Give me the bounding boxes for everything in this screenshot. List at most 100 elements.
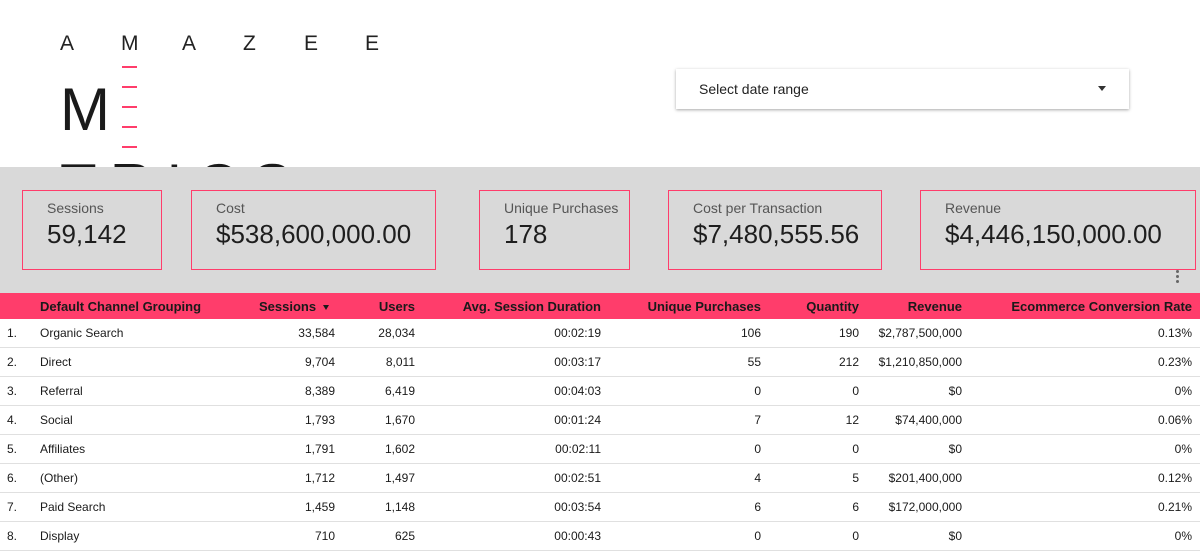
kpi-label: Sessions	[47, 200, 104, 216]
cell-sessions: 1,793	[304, 413, 335, 427]
kpi-value: 59,142	[47, 219, 127, 249]
table-body: 1. Organic Search 33,584 28,034 00:02:19 106 1…	[0, 319, 1200, 551]
table-row: 7. Paid Search 1,459 1,148 00:03:54 6 6 $172,00…	[0, 493, 1200, 522]
row-index: 7.	[7, 500, 18, 514]
cell-quantity: 5	[852, 471, 859, 485]
cell-sessions: 1,712	[304, 471, 335, 485]
kpi-value: 178	[504, 219, 548, 249]
cell-quantity: 12	[845, 413, 859, 427]
cell-unique-purchases: 55	[747, 355, 761, 369]
cell-quantity: 190	[838, 326, 859, 340]
more-options-icon[interactable]	[1174, 270, 1180, 286]
cell-sessions: 1,459	[304, 500, 335, 514]
table-row: 5. Affiliates 1,791 1,602 00:02:11 0 0 $0 0%	[0, 435, 1200, 464]
table-row: 6. (Other) 1,712 1,497 00:02:51 4 5 $201,400,00…	[0, 464, 1200, 493]
kpi-revenue: Revenue $4,446,150,000.00	[920, 190, 1196, 270]
date-range-select[interactable]: Select date range	[676, 69, 1129, 109]
cell-users: 1,497	[384, 471, 415, 485]
cell-avg-session-duration: 00:03:54	[554, 500, 601, 514]
cell-avg-session-duration: 00:02:19	[554, 326, 601, 340]
cell-channel: Social	[40, 413, 73, 427]
cell-avg-session-duration: 00:02:51	[554, 471, 601, 485]
cell-channel: (Other)	[40, 471, 79, 485]
cell-ecommerce-conversion-rate: 0.21%	[1157, 500, 1192, 514]
cell-quantity: 0	[852, 529, 859, 543]
header: A M A Z E E MTRICS Select date range	[0, 0, 1200, 219]
cell-channel: Affiliates	[40, 442, 86, 456]
cell-avg-session-duration: 00:04:03	[554, 384, 601, 398]
table-row: 3. Referral 8,389 6,419 00:04:03 0 0 $0 0%	[0, 377, 1200, 406]
header-sessions[interactable]: Sessions	[259, 299, 330, 314]
cell-ecommerce-conversion-rate: 0.12%	[1157, 471, 1192, 485]
amazee-metrics-logo: A M A Z E E MTRICS	[60, 30, 400, 219]
header-users[interactable]: Users	[378, 299, 415, 314]
header-unique-purchases[interactable]: Unique Purchases	[647, 299, 761, 314]
table-row: 1. Organic Search 33,584 28,034 00:02:19 106 1…	[0, 319, 1200, 348]
cell-unique-purchases: 0	[754, 442, 761, 456]
cell-unique-purchases: 106	[740, 326, 761, 340]
table-header: Default Channel Grouping Sessions Users …	[0, 293, 1200, 319]
cell-ecommerce-conversion-rate: 0.06%	[1157, 413, 1192, 427]
cell-avg-session-duration: 00:03:17	[554, 355, 601, 369]
cell-users: 6,419	[384, 384, 415, 398]
row-index: 2.	[7, 355, 18, 369]
cell-revenue: $0	[948, 384, 962, 398]
row-index: 3.	[7, 384, 18, 398]
cell-quantity: 0	[852, 442, 859, 456]
cell-revenue: $2,787,500,000	[878, 326, 962, 340]
caret-down-icon	[1098, 86, 1106, 91]
kpi-sessions: Sessions 59,142	[22, 190, 162, 270]
cell-users: 8,011	[385, 355, 415, 369]
cell-channel: Display	[40, 529, 80, 543]
cell-revenue: $1,210,850,000	[878, 355, 962, 369]
kpi-cost-per-transaction: Cost per Transaction $7,480,555.56	[668, 190, 882, 270]
cell-avg-session-duration: 00:00:43	[554, 529, 601, 543]
cell-users: 625	[394, 529, 415, 543]
row-index: 8.	[7, 529, 18, 543]
cell-ecommerce-conversion-rate: 0.13%	[1157, 326, 1192, 340]
row-index: 1.	[7, 326, 18, 340]
cell-users: 28,034	[378, 326, 415, 340]
cell-channel: Referral	[40, 384, 83, 398]
cell-sessions: 8,389	[304, 384, 335, 398]
cell-revenue: $201,400,000	[888, 471, 962, 485]
header-avg-session-duration[interactable]: Avg. Session Duration	[462, 299, 601, 314]
cell-sessions: 1,791	[304, 442, 335, 456]
cell-users: 1,670	[384, 413, 415, 427]
channel-table: Default Channel Grouping Sessions Users …	[0, 293, 1200, 551]
kpi-band: Sessions 59,142 Cost $538,600,000.00 Uni…	[0, 167, 1200, 293]
cell-unique-purchases: 0	[754, 384, 761, 398]
cell-quantity: 212	[838, 355, 859, 369]
cell-unique-purchases: 4	[754, 471, 761, 485]
cell-revenue: $0	[948, 529, 962, 543]
kpi-value: $4,446,150,000.00	[945, 219, 1162, 249]
header-ecommerce-conversion-rate[interactable]: Ecommerce Conversion Rate	[1011, 299, 1192, 314]
header-quantity[interactable]: Quantity	[806, 299, 859, 314]
date-range-label: Select date range	[699, 81, 809, 97]
cell-channel: Direct	[40, 355, 72, 369]
cell-ecommerce-conversion-rate: 0%	[1174, 384, 1192, 398]
cell-revenue: $172,000,000	[888, 500, 962, 514]
cell-sessions: 9,704	[304, 355, 335, 369]
cell-avg-session-duration: 00:01:24	[554, 413, 601, 427]
header-revenue[interactable]: Revenue	[907, 299, 962, 314]
cell-users: 1,602	[384, 442, 415, 456]
cell-ecommerce-conversion-rate: 0.23%	[1157, 355, 1192, 369]
kpi-unique-purchases: Unique Purchases 178	[479, 190, 630, 270]
kpi-cost: Cost $538,600,000.00	[191, 190, 436, 270]
cell-unique-purchases: 0	[754, 529, 761, 543]
row-index: 5.	[7, 442, 18, 456]
sort-desc-icon	[323, 305, 330, 311]
cell-channel: Paid Search	[40, 500, 106, 514]
table-row: 4. Social 1,793 1,670 00:01:24 7 12 $74,400,000…	[0, 406, 1200, 435]
cell-quantity: 0	[852, 384, 859, 398]
table-row: 8. Display 710 625 00:00:43 0 0 $0 0%	[0, 522, 1200, 551]
cell-revenue: $0	[948, 442, 962, 456]
cell-users: 1,148	[384, 500, 415, 514]
cell-sessions: 710	[314, 529, 335, 543]
cell-ecommerce-conversion-rate: 0%	[1174, 529, 1192, 543]
header-channel[interactable]: Default Channel Grouping	[40, 299, 202, 314]
kpi-label: Revenue	[945, 200, 1002, 216]
kpi-value: $538,600,000.00	[216, 219, 412, 249]
cell-channel: Organic Search	[40, 326, 124, 340]
